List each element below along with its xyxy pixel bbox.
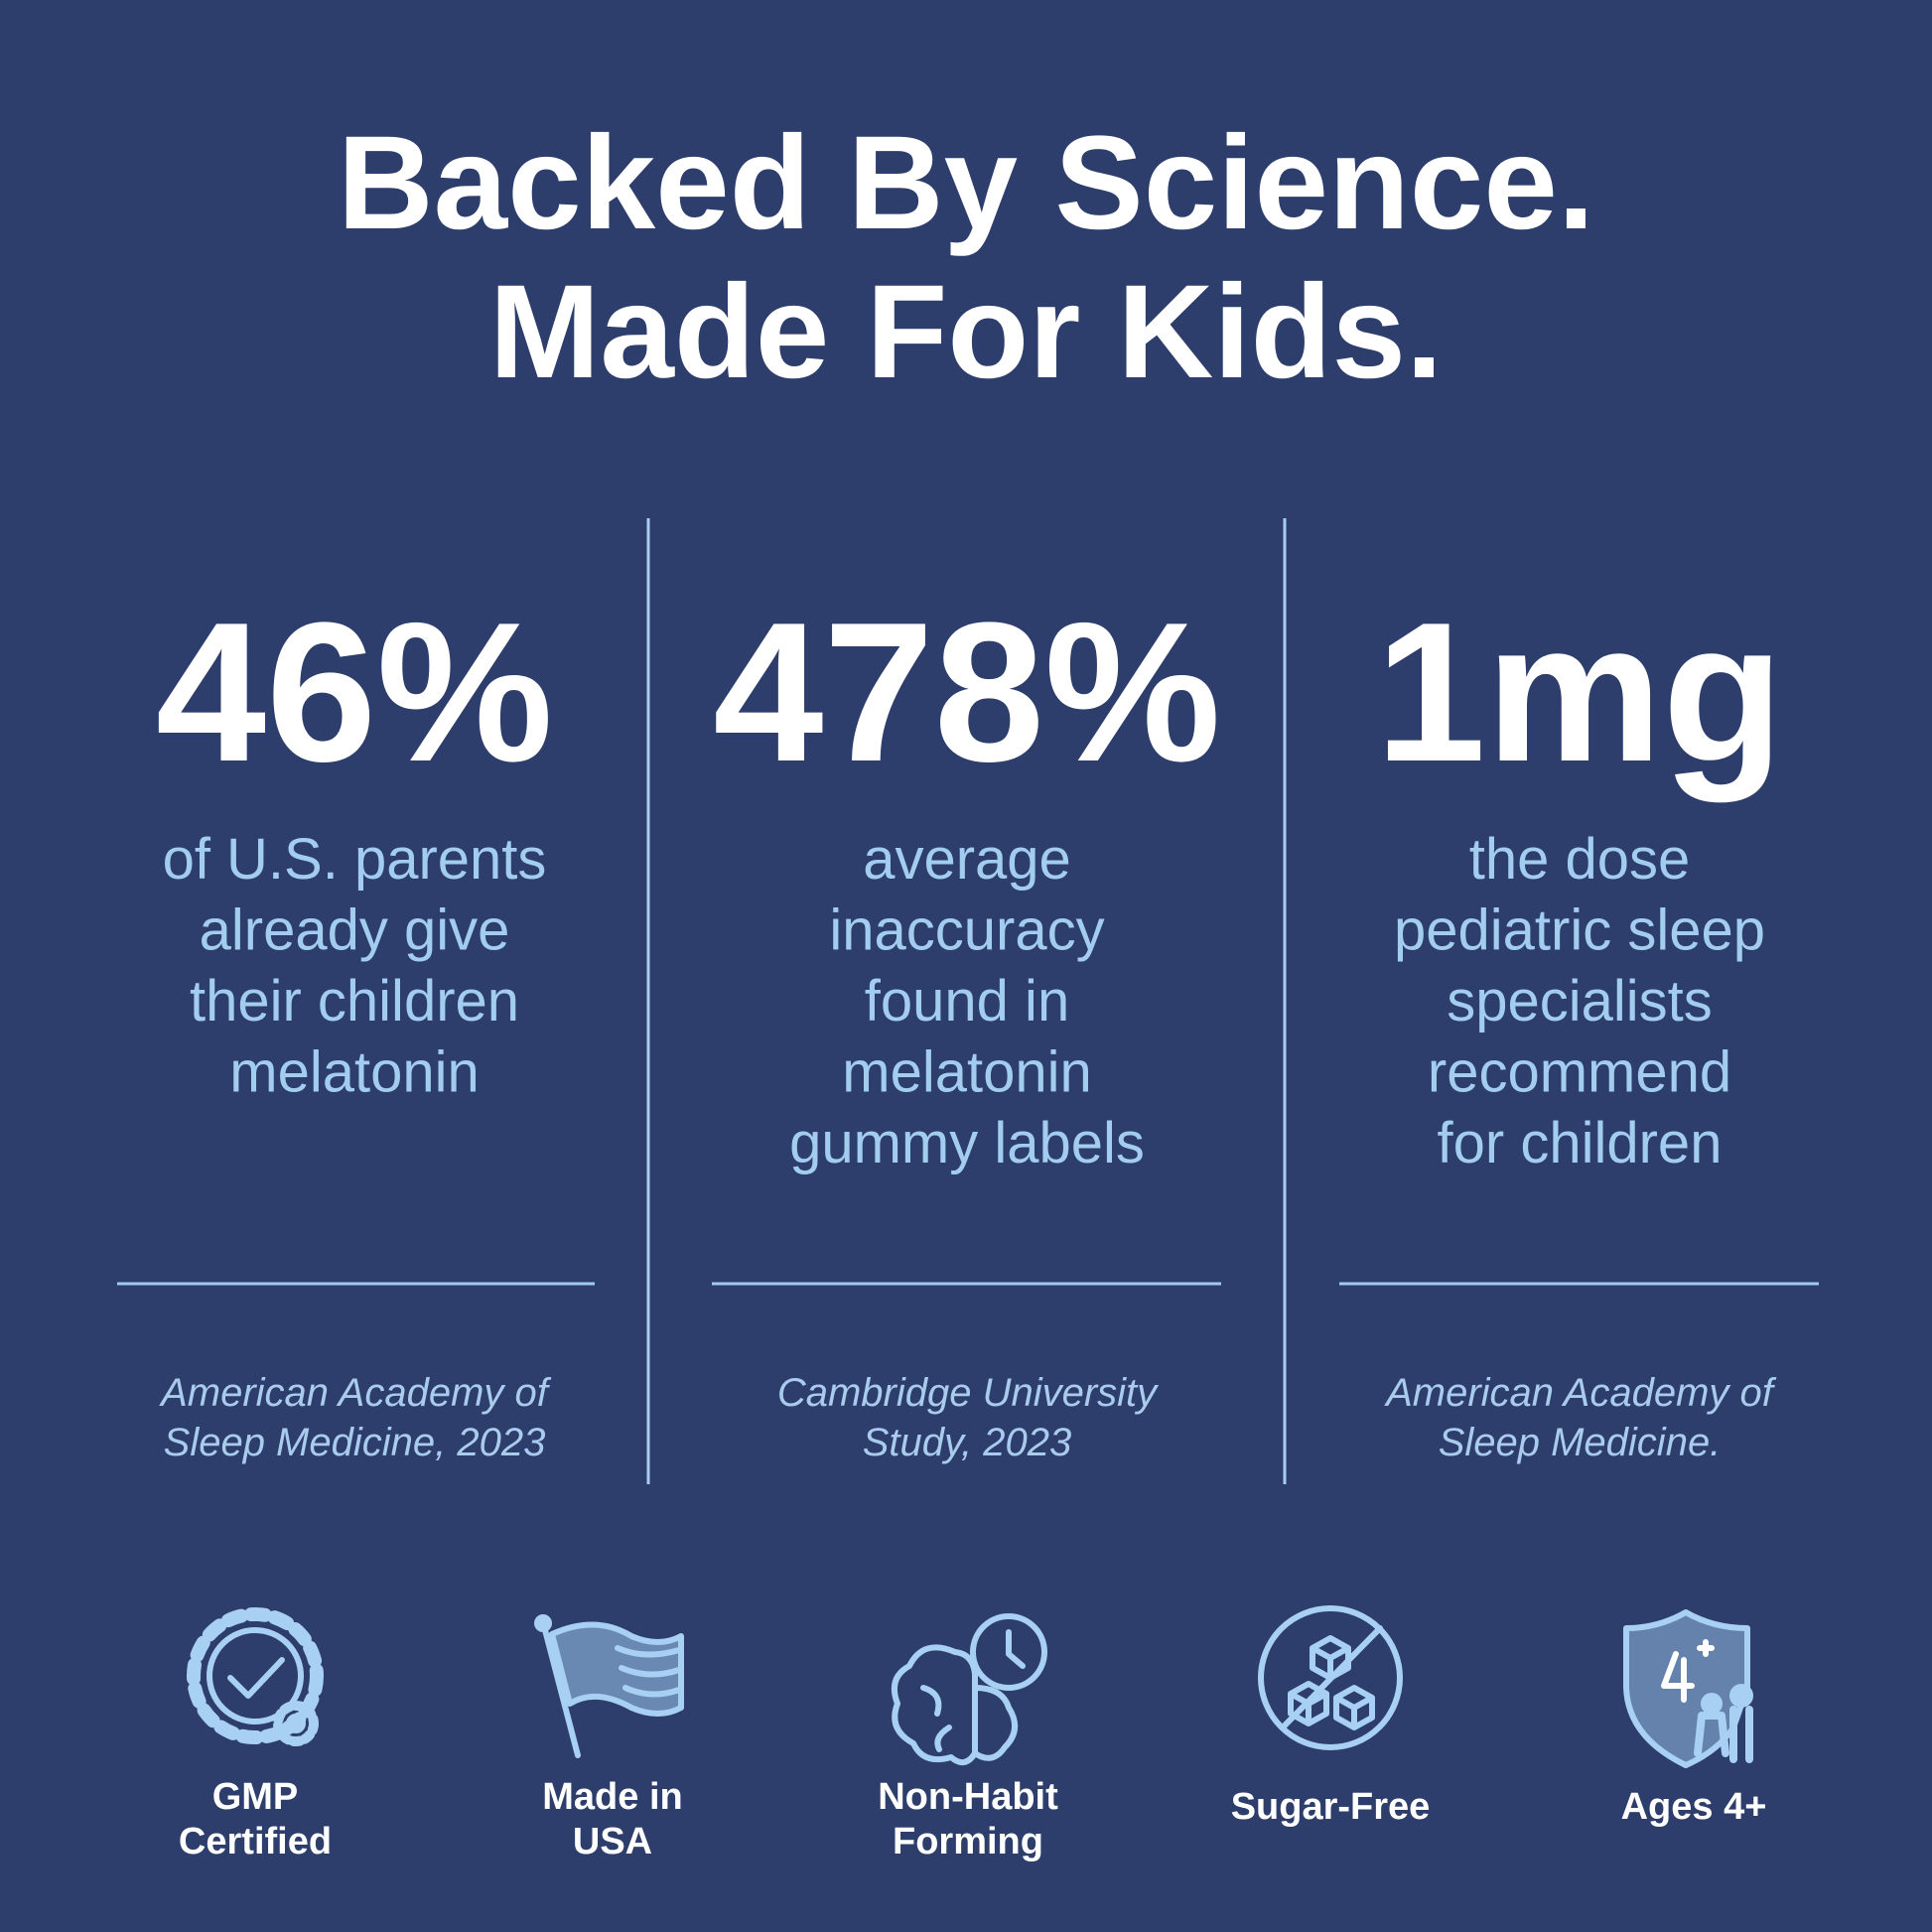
stat-source: Cambridge University	[777, 1371, 1160, 1415]
stat-description: inaccuracy	[829, 898, 1104, 963]
title: Made For Kids.	[489, 258, 1443, 406]
badge-label: Non-Habit	[878, 1776, 1058, 1818]
non-habit-icon	[892, 1613, 1047, 1766]
badge-label: Certified	[179, 1821, 332, 1863]
stat-source: American Academy of	[1384, 1371, 1777, 1415]
stat-description: melatonin	[842, 1040, 1091, 1105]
badge-label: Ages 4+	[1621, 1786, 1767, 1828]
sugar-free-icon	[1258, 1605, 1403, 1750]
stat-value: 46%	[156, 582, 553, 803]
badge-label: Sugar-Free	[1231, 1786, 1431, 1828]
stat-description: for children	[1438, 1111, 1723, 1175]
badge-label: Forming	[893, 1821, 1043, 1863]
stat-source: Study, 2023	[863, 1421, 1072, 1464]
stat-description: specialists	[1447, 969, 1713, 1034]
stat-source: Sleep Medicine.	[1439, 1421, 1722, 1464]
stat-source: American Academy of	[159, 1371, 552, 1415]
badge-label: Made in	[542, 1776, 682, 1818]
stat-description: average	[863, 827, 1071, 892]
stat-description: the dose	[1469, 827, 1691, 892]
gmp-icon	[187, 1607, 324, 1746]
badge-label: GMP	[212, 1776, 299, 1818]
badge-label: USA	[573, 1821, 652, 1863]
stat-description: of U.S. parents	[163, 827, 547, 892]
ages-icon	[1623, 1609, 1753, 1768]
stat-description: pediatric sleep	[1394, 898, 1765, 963]
stat-value: 478%	[713, 582, 1221, 803]
stat-source: Sleep Medicine, 2023	[164, 1421, 546, 1464]
stat-description: melatonin	[229, 1040, 479, 1105]
stat-value: 1mg	[1375, 582, 1783, 803]
title: Backed By Science.	[338, 109, 1594, 257]
stat-description: gummy labels	[789, 1111, 1145, 1175]
stat-description: recommend	[1428, 1040, 1731, 1105]
stat-description: found in	[865, 969, 1069, 1034]
stat-description: their children	[190, 969, 519, 1034]
usa-flag-icon	[534, 1614, 684, 1758]
stat-description: already give	[200, 898, 510, 963]
